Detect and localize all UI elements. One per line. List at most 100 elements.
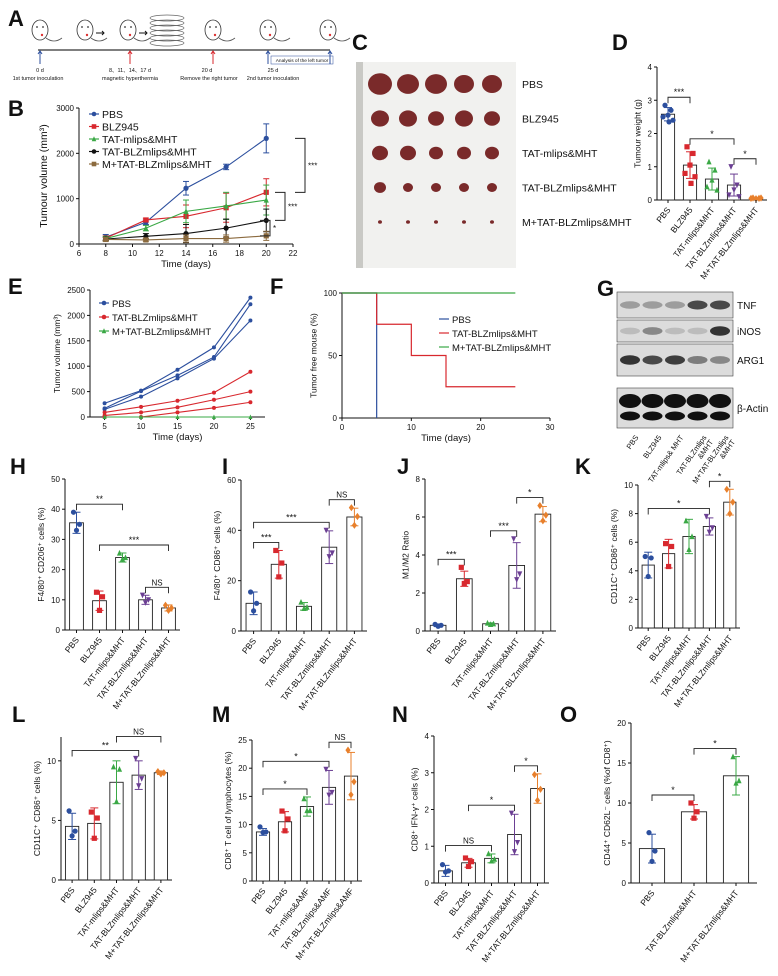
y-tick-label: 2: [416, 589, 421, 598]
data-point: [175, 410, 180, 415]
tumor-dot: [85, 33, 89, 37]
data-point: [435, 623, 441, 629]
y-axis-label: CD11C⁺ CD86⁺ cells (%): [609, 509, 619, 604]
data-point: [691, 815, 697, 821]
data-point: [183, 208, 189, 214]
y-tick-label: 0: [629, 624, 634, 633]
row-label: BLZ945: [522, 114, 559, 126]
data-point: [145, 597, 152, 603]
data-point: [251, 608, 257, 614]
bar: [69, 522, 84, 631]
blot-band: [642, 355, 663, 365]
blot-band: [709, 394, 731, 408]
survival-line: [342, 292, 378, 418]
data-point: [143, 217, 149, 223]
y-tick-label: 0: [425, 879, 430, 888]
coil-loop: [149, 14, 185, 22]
data-point: [285, 816, 291, 822]
data-point: [116, 549, 123, 556]
category-label: BLZ945: [443, 636, 469, 666]
data-point: [686, 546, 692, 552]
data-point: [730, 753, 736, 760]
panel-m: M 0 5 10 15 20 25 CD8⁺ T cell of lymphocytes (%…: [212, 702, 362, 962]
significance-label: *: [273, 224, 276, 233]
data-point: [458, 564, 464, 570]
tumor-sample: [434, 220, 438, 224]
y-axis-label: M1/M2 Ratio: [401, 531, 411, 579]
panel-letter: H: [10, 454, 26, 479]
significance-label: NS: [151, 578, 162, 587]
event-label: 1st tumor inoculation: [13, 76, 64, 82]
mouse-tail: [273, 37, 291, 42]
significance-bracket: [708, 480, 731, 488]
blot-band: [642, 327, 663, 335]
data-point: [663, 541, 669, 547]
data-point: [211, 397, 216, 402]
data-point: [704, 183, 710, 190]
panel-g: G TNF iNOS ARG1 β-Actin: [597, 276, 768, 429]
data-point: [728, 164, 734, 170]
data-point: [748, 194, 754, 202]
x-tick-label: 8: [104, 249, 109, 258]
category-label: PBS: [638, 888, 657, 908]
tumor-sample: [429, 146, 443, 160]
coil-loop: [149, 39, 185, 47]
data-point: [282, 828, 288, 834]
data-point: [279, 560, 285, 566]
data-point: [648, 555, 654, 561]
data-point: [304, 603, 310, 610]
significance-bracket: [99, 544, 169, 551]
mouse-eye: [130, 26, 132, 28]
x-tick-label: 20: [262, 249, 271, 258]
mouse-icon: [76, 19, 108, 42]
data-point: [175, 398, 180, 403]
data-point: [726, 192, 732, 199]
tumor-sample: [462, 220, 466, 224]
significance-bracket: [328, 741, 352, 749]
data-point: [734, 182, 740, 189]
event-label: 2nd tumor inoculation: [247, 76, 300, 82]
panel-b: B 0 1000 2000 3000 Tumour volume (mm³) 6 8 10 12 1…: [8, 96, 317, 270]
ruler: [356, 62, 363, 268]
data-point: [670, 117, 676, 123]
blot-band: [687, 356, 708, 364]
up-arrow-icon: [210, 50, 216, 64]
data-point: [175, 414, 180, 419]
data-point: [96, 607, 103, 613]
mouse-body: [259, 19, 277, 41]
data-point: [119, 555, 126, 562]
blot-band: [664, 394, 686, 408]
arrow-right-icon: [139, 30, 148, 36]
y-tick-label: 20: [227, 577, 236, 586]
significance-bracket: [693, 748, 737, 755]
data-point: [488, 857, 495, 864]
y-tick-label: 10: [51, 596, 60, 605]
row-label: M+TAT-BLZmlips&MHT: [522, 217, 632, 229]
mouse-eye: [124, 26, 126, 28]
y-tick-label: 1: [425, 842, 430, 851]
x-tick-label: 5: [102, 422, 107, 431]
data-point: [442, 869, 449, 875]
significance-label: *: [743, 149, 747, 159]
arrow-right-icon: [96, 30, 105, 36]
legend-label: BLZ945: [102, 122, 139, 134]
band-label: β-Actin: [737, 404, 768, 415]
y-tick-label: 25: [238, 736, 247, 745]
data-point: [223, 235, 229, 242]
data-point: [168, 604, 175, 612]
y-tick-label: 50: [51, 475, 60, 484]
x-tick-label: 16: [208, 249, 217, 258]
data-point: [139, 404, 144, 409]
blot-band: [642, 411, 663, 421]
significance-bracket: [71, 750, 140, 757]
tumor-sample: [399, 110, 417, 127]
y-tick-label: 0: [622, 879, 627, 888]
mouse-eye: [330, 26, 332, 28]
tumor-dot: [40, 33, 44, 37]
x-tick-label: 14: [182, 249, 191, 258]
x-tick-label: 15: [173, 422, 182, 431]
bar: [702, 526, 716, 629]
data-point: [158, 770, 164, 778]
legend-marker: [91, 124, 97, 129]
